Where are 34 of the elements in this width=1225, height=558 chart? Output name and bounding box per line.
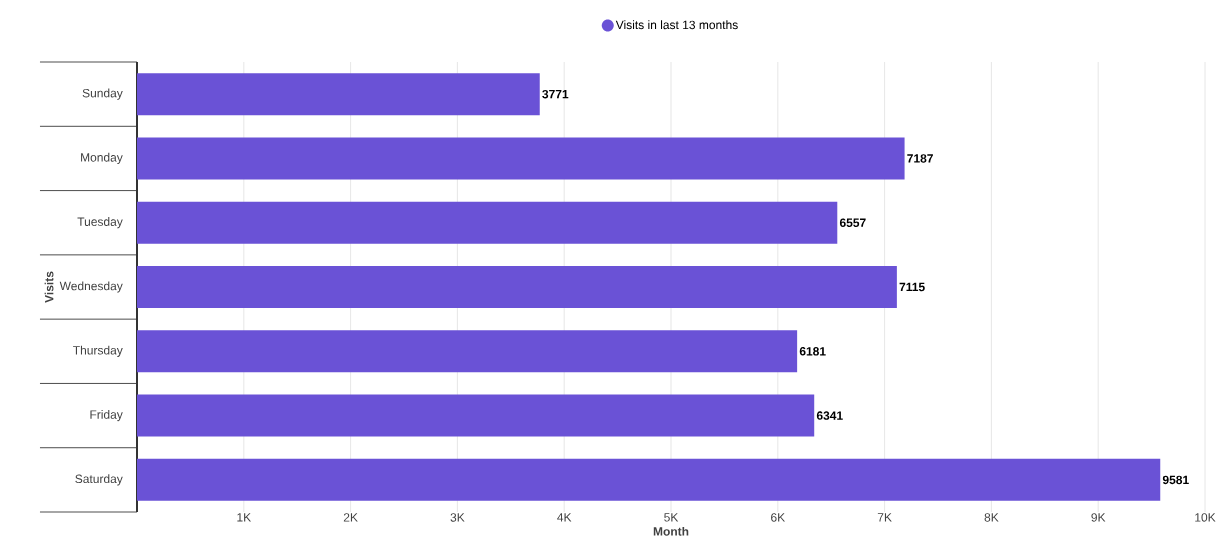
y-tick-label: Friday bbox=[90, 409, 123, 422]
data-label: 7115 bbox=[899, 282, 925, 292]
x-tick-label: 5K bbox=[664, 513, 679, 522]
y-axis-title: Visits bbox=[44, 271, 54, 303]
bar bbox=[137, 458, 1161, 501]
x-tick-label: 10K bbox=[1195, 513, 1216, 522]
x-tick-label: 1K bbox=[237, 513, 252, 522]
bar bbox=[137, 137, 905, 180]
y-tick-label: Sunday bbox=[82, 88, 123, 100]
legend-label: Visits in last 13 months bbox=[615, 20, 738, 30]
y-tick-label: Thursday bbox=[73, 345, 123, 357]
bar bbox=[137, 201, 838, 244]
x-axis-title: Month bbox=[653, 526, 689, 536]
bar bbox=[137, 73, 540, 116]
x-tick-label: 2K bbox=[343, 513, 358, 522]
data-label: 6341 bbox=[816, 411, 843, 420]
y-tick-label: Saturday bbox=[75, 474, 123, 486]
data-label: 9581 bbox=[1162, 475, 1189, 485]
y-tick-label: Tuesday bbox=[77, 217, 123, 229]
x-tick-label: 4K bbox=[557, 513, 572, 522]
x-tick-label: 8K bbox=[984, 513, 999, 522]
bar bbox=[137, 330, 798, 373]
bar bbox=[137, 266, 897, 309]
data-label: 3771 bbox=[542, 89, 569, 99]
data-label: 6557 bbox=[839, 218, 866, 227]
data-label: 6181 bbox=[799, 347, 826, 356]
x-tick-label: 7K bbox=[877, 513, 892, 522]
x-tick-label: 6K bbox=[771, 513, 786, 522]
x-tick-label: 3K bbox=[450, 513, 465, 522]
y-tick-label: Wednesday bbox=[59, 281, 123, 293]
data-label: 7187 bbox=[907, 154, 933, 163]
bar bbox=[137, 394, 815, 437]
y-tick-label: Monday bbox=[81, 152, 123, 165]
x-tick-label: 9K bbox=[1091, 513, 1106, 522]
